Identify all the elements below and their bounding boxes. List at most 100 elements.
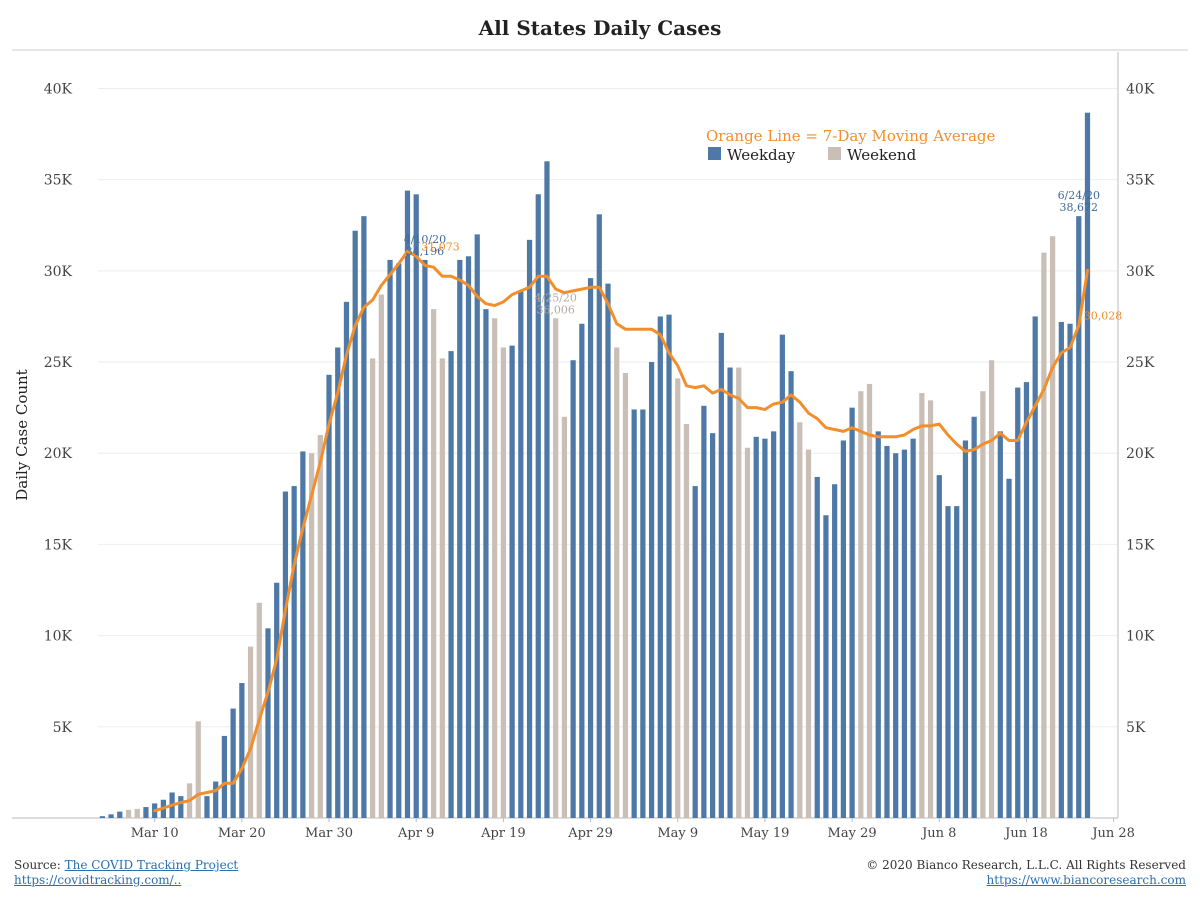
weekend-bar bbox=[439, 358, 445, 818]
weekday-bar bbox=[1067, 323, 1073, 818]
weekday-bar bbox=[570, 360, 576, 818]
weekday-bar bbox=[352, 230, 358, 818]
x-tick-label: Apr 9 bbox=[397, 826, 434, 841]
weekday-bar bbox=[335, 347, 341, 818]
weekend-bar bbox=[553, 318, 559, 818]
y-tick-label-right: 30K bbox=[1126, 264, 1155, 280]
source-prefix: Source: bbox=[14, 858, 65, 872]
y-tick-label-left: 15K bbox=[44, 537, 73, 553]
weekend-bar bbox=[927, 400, 934, 818]
x-tick-label: May 9 bbox=[657, 826, 698, 841]
copyright-footer: © 2020 Bianco Research, L.L.C. All Right… bbox=[866, 858, 1186, 888]
weekday-bar bbox=[1084, 112, 1091, 818]
weekend-bar bbox=[988, 360, 995, 818]
weekday-bar bbox=[143, 807, 149, 818]
annotation-value: 38,672 bbox=[1060, 201, 1099, 214]
weekday-bar bbox=[274, 582, 280, 818]
weekend-bar bbox=[980, 391, 986, 818]
y-tick-label-right: 15K bbox=[1126, 537, 1155, 553]
moving-average-line bbox=[153, 249, 1089, 813]
weekday-bar bbox=[291, 486, 297, 818]
weekday-bar bbox=[666, 314, 672, 818]
weekday-bar bbox=[788, 371, 794, 818]
ma-annotation: 31,073 bbox=[421, 240, 460, 253]
x-tick-label: Apr 29 bbox=[567, 826, 613, 841]
weekend-bar bbox=[308, 453, 315, 818]
weekday-bar bbox=[771, 431, 777, 818]
weekend-bar bbox=[1050, 236, 1056, 818]
weekday-bar bbox=[1023, 382, 1030, 818]
chart-title: All States Daily Cases bbox=[478, 16, 722, 40]
weekday-bar bbox=[526, 239, 533, 818]
y-tick-label-right: 5K bbox=[1126, 720, 1146, 736]
weekday-bar bbox=[1006, 478, 1012, 818]
weekday-bar bbox=[893, 453, 899, 818]
x-tick-label: Apr 19 bbox=[480, 826, 526, 841]
weekday-bar bbox=[300, 451, 306, 818]
weekend-bar bbox=[500, 347, 506, 818]
y-tick-label-left: 35K bbox=[44, 173, 73, 189]
weekday-bar bbox=[265, 628, 271, 818]
weekday-bar bbox=[465, 256, 472, 818]
website-link[interactable]: https://www.biancoresearch.com bbox=[986, 873, 1186, 887]
weekday-bar bbox=[213, 781, 219, 818]
weekday-bar bbox=[753, 436, 759, 818]
weekend-bar bbox=[736, 367, 742, 818]
source-url-link[interactable]: https://covidtracking.com/.. bbox=[14, 873, 182, 887]
weekday-bar bbox=[762, 438, 768, 818]
y-tick-label-right: 20K bbox=[1126, 446, 1155, 462]
weekday-bar bbox=[448, 351, 454, 818]
weekday-bar bbox=[518, 290, 524, 818]
weekday-bar bbox=[204, 796, 210, 818]
x-tick-label: Jun 18 bbox=[1003, 826, 1048, 841]
weekday-bar bbox=[648, 362, 655, 818]
weekday-bar bbox=[901, 449, 908, 818]
weekend-bar bbox=[614, 347, 620, 818]
weekday-bar bbox=[814, 476, 820, 818]
x-tick-label: Jun 8 bbox=[920, 826, 956, 841]
weekday-bar bbox=[701, 405, 707, 818]
weekday-bar bbox=[954, 506, 960, 818]
weekend-bar bbox=[317, 435, 323, 818]
weekday-bar bbox=[840, 440, 846, 818]
weekday-bar bbox=[936, 475, 942, 818]
source-footer: Source: The COVID Tracking Project https… bbox=[14, 858, 238, 888]
weekday-bar bbox=[422, 259, 428, 818]
weekend-bar bbox=[134, 808, 140, 818]
y-tick-label-right: 10K bbox=[1126, 629, 1155, 645]
weekday-bar bbox=[483, 309, 489, 818]
weekend-bar bbox=[675, 378, 681, 818]
weekday-bar bbox=[230, 708, 236, 818]
weekday-bar bbox=[823, 515, 829, 818]
copyright-text: © 2020 Bianco Research, L.L.C. All Right… bbox=[866, 858, 1186, 872]
weekday-bar bbox=[779, 334, 785, 818]
x-tick-label: Mar 30 bbox=[305, 826, 353, 841]
weekday-bar bbox=[596, 214, 602, 819]
legend-weekday-label: Weekday bbox=[727, 146, 796, 164]
weekday-bar bbox=[849, 407, 855, 818]
weekend-bar bbox=[797, 422, 803, 818]
x-tick-label: Mar 20 bbox=[218, 826, 266, 841]
weekday-bar bbox=[99, 816, 105, 818]
weekday-bar bbox=[1076, 216, 1082, 819]
weekday-bar bbox=[326, 374, 332, 818]
legend-weekend-swatch bbox=[828, 147, 841, 160]
weekday-bar bbox=[631, 409, 637, 818]
weekday-bar bbox=[361, 216, 367, 819]
weekday-bar bbox=[457, 259, 463, 818]
weekend-bar bbox=[125, 809, 132, 818]
weekday-bar bbox=[509, 345, 515, 818]
weekday-bar bbox=[587, 278, 594, 819]
legend-weekend-label: Weekend bbox=[847, 146, 917, 164]
source-link[interactable]: The COVID Tracking Project bbox=[64, 858, 239, 872]
y-axis-label: Daily Case Count bbox=[13, 369, 31, 500]
annotation-date: 4/25/20 bbox=[534, 291, 576, 304]
y-tick-label-left: 5K bbox=[53, 720, 73, 736]
x-tick-label: Jun 28 bbox=[1090, 826, 1135, 841]
x-tick-label: May 19 bbox=[740, 826, 789, 841]
weekday-bar bbox=[474, 234, 480, 818]
weekend-bar bbox=[492, 318, 498, 818]
weekend-bar bbox=[431, 309, 437, 818]
weekday-bar bbox=[413, 194, 419, 819]
weekend-bar bbox=[805, 449, 812, 818]
